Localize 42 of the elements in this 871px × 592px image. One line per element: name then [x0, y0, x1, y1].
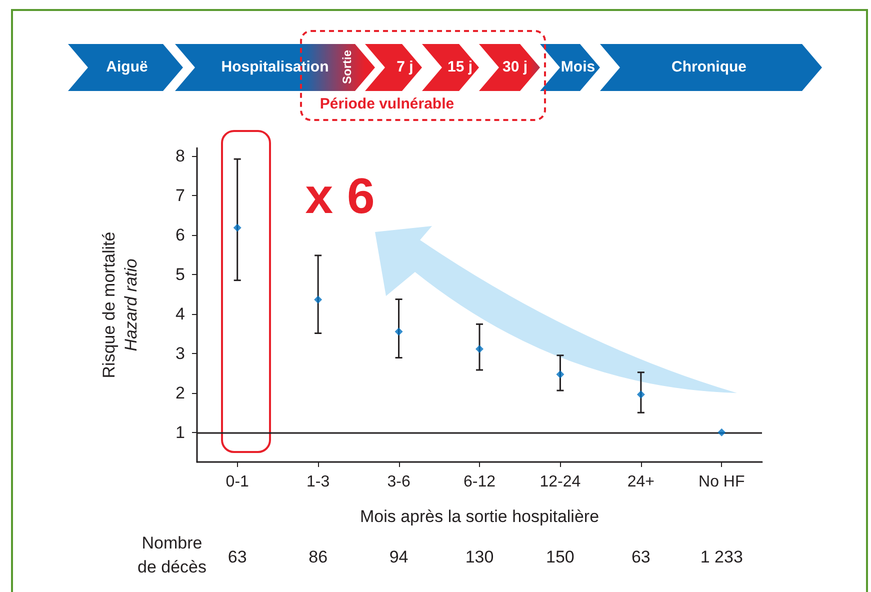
text: Sortie — [340, 50, 354, 84]
y-tick-label: 7 — [176, 186, 185, 205]
y-axis-title: Risque de mortalité Hazard ratio — [100, 232, 140, 378]
y-tick-label: 5 — [176, 264, 185, 284]
point — [718, 428, 726, 436]
text: 86 — [308, 548, 328, 566]
y-tick-label: 1 — [176, 422, 185, 442]
y-tick-label: 6 — [176, 225, 185, 244]
annotation: x 6 — [305, 168, 375, 224]
y-tick-label: 4 — [176, 304, 185, 324]
text: 63 — [631, 548, 650, 566]
x-tick-label: No HF — [698, 474, 745, 490]
x-tick-label: 3-6 — [387, 474, 410, 490]
x-tick-label: 24+ — [627, 474, 654, 490]
text: 130 — [465, 548, 494, 566]
y-tick-label: 2 — [176, 383, 185, 402]
text: Chronique — [672, 58, 746, 76]
point — [556, 370, 564, 378]
point — [233, 224, 242, 232]
text: 1 233 — [700, 548, 743, 566]
text: 63 — [228, 548, 247, 566]
x-tick-label: 6-12 — [463, 474, 496, 490]
point — [476, 345, 484, 354]
text: 15 j — [447, 58, 473, 76]
point — [314, 296, 322, 304]
text: Nombre de décès — [138, 534, 206, 576]
text: 94 — [389, 548, 408, 566]
x-axis-title: Mois après la sortie hospitalière — [360, 507, 600, 526]
text: Hospitalisation — [221, 58, 329, 76]
text: 30 j — [502, 58, 528, 76]
text: Mois — [560, 58, 596, 76]
text: Période vulnérable — [320, 96, 454, 112]
y-tick-label: 3 — [176, 344, 185, 363]
text: 7 j — [396, 58, 414, 76]
x-tick-label: 12-24 — [540, 474, 581, 490]
text: Aiguë — [106, 58, 148, 76]
x-tick-label: 1-3 — [306, 474, 330, 490]
point — [394, 328, 403, 336]
x-tick-label: 0-1 — [226, 474, 250, 490]
y-tick-label: 8 — [176, 146, 185, 166]
point — [636, 390, 645, 398]
text: 150 — [546, 548, 574, 566]
